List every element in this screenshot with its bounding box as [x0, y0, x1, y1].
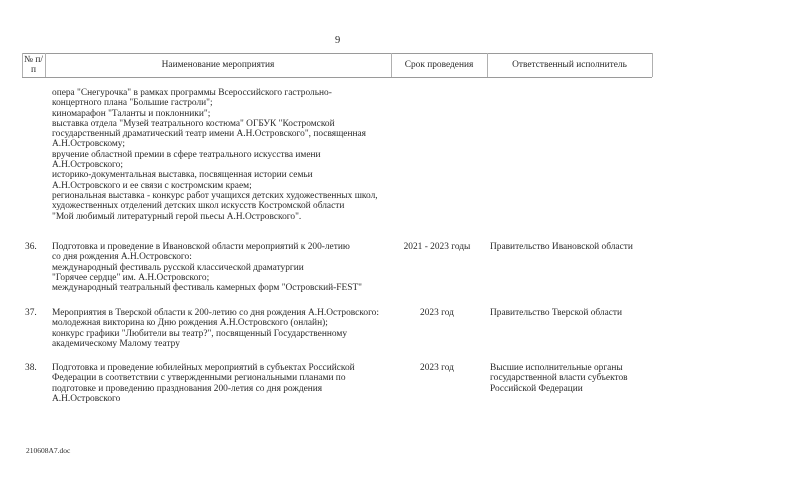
column-divider — [22, 53, 23, 77]
text-line: молодежная викторина ко Дню рождения А.Н… — [52, 318, 328, 329]
event-name: Подготовка и проведение в Ивановской обл… — [52, 242, 362, 293]
text-line: Российской Федерации — [490, 383, 583, 394]
text-line: государственной власти субъектов — [490, 373, 628, 384]
text-line: Федерации в соответствии с утвержденными… — [52, 373, 346, 384]
header-name: Наименование мероприятия — [161, 60, 275, 70]
row-number: 37. — [25, 308, 37, 318]
header-bottom-border — [22, 77, 652, 78]
text-line: А.Н.Островскому; — [52, 139, 125, 150]
event-name: Мероприятия в Тверской области к 200-лет… — [52, 308, 379, 349]
header-responsible: Ответственный исполнитель — [512, 60, 627, 70]
text-line: Подготовка и проведение юбилейных меропр… — [52, 363, 355, 373]
text-line: со дня рождения А.Н.Островского: — [52, 252, 192, 263]
text-line: А.Н.Островского и ее связи с костромским… — [52, 180, 252, 191]
text-line: международный фестиваль русской классиче… — [52, 262, 304, 273]
header-top-border — [22, 53, 652, 54]
continuation-text: опера "Снегурочка" в рамках программы Вс… — [52, 88, 378, 222]
text-line: художественных отделений детских школ ис… — [52, 201, 345, 212]
text-line: подготовке и проведению празднования 200… — [52, 383, 323, 394]
text-line: Подготовка и проведение в Ивановской обл… — [52, 242, 350, 252]
event-date: 2023 год — [420, 308, 454, 318]
responsible-party: Правительство Ивановской области — [490, 242, 633, 252]
text-line: вручение областной премии в сфере театра… — [52, 149, 321, 160]
header-date: Срок проведения — [404, 60, 474, 70]
header-number: № п/п — [24, 55, 43, 75]
text-line: киномарафон "Таланты и поклонники"; — [52, 108, 211, 119]
text-line: Правительство Тверской области — [490, 308, 623, 318]
row-number: 36. — [25, 242, 37, 252]
responsible-party: Правительство Тверской области — [490, 308, 622, 318]
text-line: опера "Снегурочка" в рамках программы Вс… — [52, 88, 332, 98]
event-date: 2021 - 2023 годы — [403, 242, 471, 252]
text-line: А.Н.Островского — [52, 393, 121, 404]
text-line: международный театральный фестиваль каме… — [52, 283, 362, 294]
text-line: выставка отдела "Музей театрального кост… — [52, 118, 335, 129]
event-date: 2023 год — [420, 363, 454, 373]
text-line: "Горячее сердце" им. А.Н.Островского; — [52, 272, 210, 283]
text-line: Мероприятия в Тверской области к 200-лет… — [52, 308, 379, 318]
column-divider — [487, 53, 488, 77]
column-divider — [45, 53, 46, 77]
event-name: Подготовка и проведение юбилейных меропр… — [52, 363, 355, 404]
text-line: конкурс графики "Любители вы театр?", по… — [52, 328, 348, 339]
page-number: 9 — [335, 35, 341, 46]
text-line: региональная выставка - конкурс работ уч… — [52, 190, 378, 201]
text-line: Правительство Ивановской области — [490, 242, 633, 252]
text-line: историко-документальная выставка, посвящ… — [52, 170, 313, 181]
footer-filename: 210608А7.doc — [26, 446, 71, 455]
text-line: "Мой любимый литературный герой пьесы А.… — [52, 211, 302, 222]
text-line: концертного плана "Большие гастроли"; — [52, 98, 213, 109]
text-line: академическому Малому театру — [52, 338, 180, 349]
column-divider — [652, 53, 653, 77]
text-line: Высшие исполнительные органы — [490, 363, 623, 373]
text-line: государственный драматический театр имен… — [52, 129, 366, 140]
responsible-party: Высшие исполнительные органы государствен… — [490, 363, 628, 394]
column-divider — [391, 53, 392, 77]
row-number: 38. — [25, 363, 37, 373]
text-line: А.Н.Островского; — [52, 160, 123, 171]
